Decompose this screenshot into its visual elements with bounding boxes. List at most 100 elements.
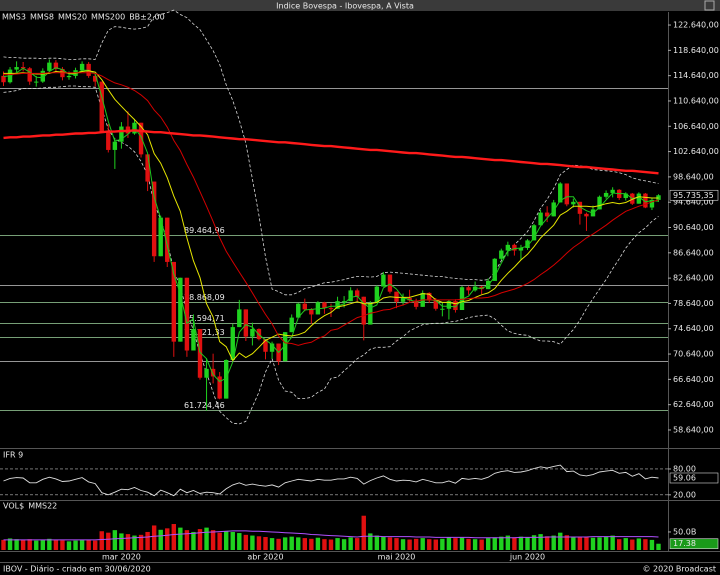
last-value-label: 17.38 (673, 539, 696, 548)
volume-bar (341, 539, 347, 550)
candle-body (224, 360, 229, 399)
y-tick-label: 106.640,00 (673, 122, 719, 131)
legend-label: MMS22 (28, 502, 57, 511)
y-tick-label: 122.640,00 (673, 21, 719, 30)
volume-bar (571, 536, 576, 550)
volume-bar (355, 538, 360, 550)
volume-bar (53, 539, 59, 550)
volume-bar (335, 538, 340, 550)
candle-body (269, 343, 275, 352)
volume-bar (623, 538, 628, 550)
y-tick-label: 70.640,00 (673, 350, 714, 359)
legend-label: MMS200 (91, 13, 125, 22)
candle-body (243, 309, 249, 337)
moving-average (3, 72, 659, 346)
bollinger-lower (3, 85, 659, 425)
candle-body (603, 192, 609, 197)
volume-bar (597, 537, 602, 550)
volume-bar (60, 540, 65, 550)
candle-body (53, 62, 59, 69)
volume-bar (518, 536, 524, 550)
candle-body (636, 193, 642, 204)
volume-bar (217, 532, 222, 550)
candle-body (14, 67, 19, 70)
volume-bar (282, 537, 288, 550)
candle-body (309, 309, 314, 315)
volume-bar (394, 538, 399, 550)
window-button[interactable] (704, 0, 715, 11)
volume-bar (466, 538, 471, 550)
candle-body (623, 193, 628, 199)
candle-body (178, 277, 183, 342)
candle-body (544, 212, 550, 217)
candle-body (558, 183, 563, 203)
candle-body (387, 274, 393, 292)
volume-bar (145, 531, 150, 550)
y-tick-label: 82.640,00 (673, 274, 714, 283)
candle-body (466, 287, 471, 291)
volume-bar (66, 541, 72, 550)
y-tick-label: 50.0B (673, 527, 696, 536)
volume-bar (322, 539, 327, 550)
y-tick-label: 66.640,00 (673, 375, 714, 384)
candle-body (119, 126, 124, 142)
candle-body (34, 81, 39, 83)
candle-body (525, 240, 530, 249)
volume-bar (125, 534, 131, 550)
candle-body (184, 277, 190, 351)
x-tick-label: abr 2020 (247, 553, 283, 562)
footer-right: © 2020 Broadcast (642, 565, 716, 574)
candle-body (407, 297, 412, 301)
volume-bar (400, 539, 406, 550)
volume-bar (197, 529, 203, 550)
volume-bar (73, 540, 78, 550)
volume-bar (420, 538, 425, 550)
level-label: 75.594,71 (184, 314, 225, 323)
candle-body (1, 75, 6, 83)
volume-bar (433, 539, 438, 550)
candle-body (106, 132, 111, 150)
candle-body (158, 217, 163, 257)
y-tick-label: 94.640,00 (673, 198, 714, 207)
volume-bar (237, 533, 242, 550)
volume-bar (40, 539, 45, 550)
volume-average (3, 530, 659, 541)
volume-bar (577, 537, 583, 550)
volume-bar (531, 535, 537, 550)
candle-body (479, 286, 484, 290)
volume-bar (86, 539, 91, 550)
candle-body (112, 141, 118, 150)
volume-bar (544, 536, 550, 550)
x-tick-label: mar 2020 (102, 553, 141, 562)
candle-body (374, 286, 380, 304)
candle-body (138, 122, 144, 155)
moving-average (3, 129, 659, 175)
candle-body (348, 290, 353, 302)
legend-label: VOL$ (3, 502, 24, 511)
volume-bar (256, 536, 262, 550)
candle-body (505, 244, 511, 251)
candle-body (413, 300, 419, 307)
candle-body (499, 250, 504, 259)
volume-bar (636, 538, 642, 550)
volume-bar (656, 543, 661, 550)
candle-body (145, 154, 150, 182)
candle-body (512, 244, 517, 251)
volume-bar (643, 539, 648, 550)
bollinger-upper (3, 9, 659, 296)
last-value-box (669, 472, 719, 484)
volume-bar (486, 538, 491, 550)
volume-bar (99, 531, 104, 550)
candle-body (610, 189, 615, 193)
volume-bar (210, 530, 216, 550)
volume-bar (112, 530, 118, 550)
level-label: 78.868,09 (184, 293, 225, 302)
volume-bar (119, 533, 124, 550)
moving-average (3, 67, 659, 383)
candle-body (328, 308, 334, 310)
candle-body (217, 376, 222, 399)
volume-bar (459, 537, 465, 550)
volume-bar (368, 533, 373, 550)
candle-body (400, 297, 406, 302)
x-tick-label: jun 2020 (509, 553, 545, 562)
